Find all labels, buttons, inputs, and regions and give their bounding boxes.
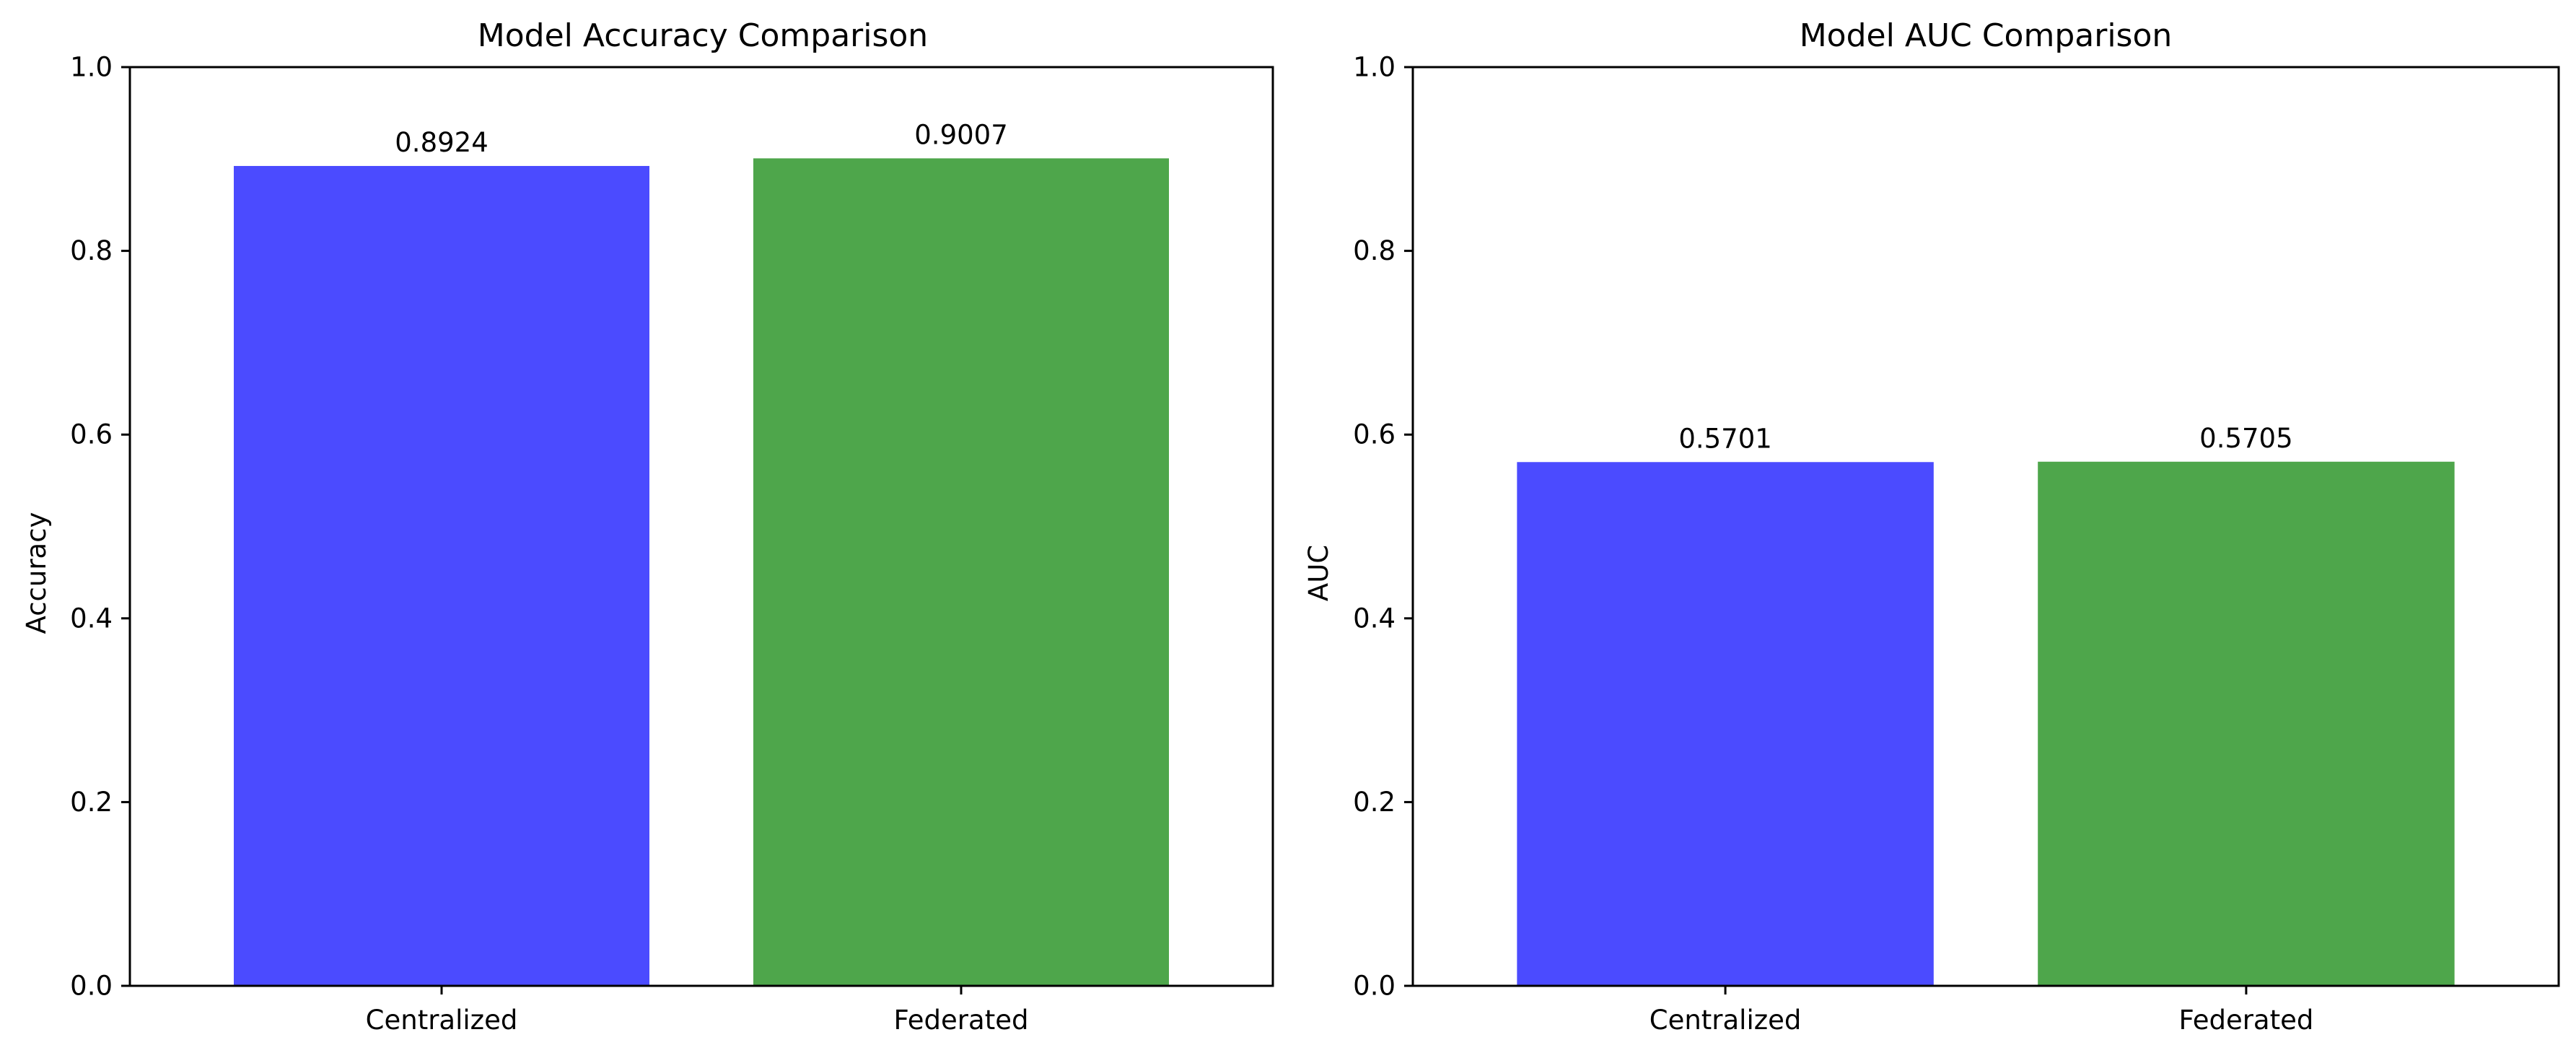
x-axis-ticks: Centralized Federated [1650, 986, 2313, 1036]
x-tick-label: Centralized [366, 1005, 518, 1036]
bar-marks [1517, 461, 2455, 986]
y-tick-label: 1.0 [1353, 52, 1396, 83]
y-axis-label: Accuracy [21, 512, 52, 634]
y-tick-label: 0.6 [1353, 419, 1396, 450]
data-labels: 0.5701 0.5705 [1678, 423, 2292, 455]
x-tick-label: Federated [894, 1005, 1029, 1036]
y-tick-label: 0.2 [70, 787, 113, 818]
bar-centralized [1517, 462, 1934, 986]
y-axis-ticks: 0.0 0.2 0.4 0.6 0.8 1.0 [1353, 52, 1413, 1002]
y-tick-label: 0.0 [1353, 971, 1396, 1002]
y-axis-ticks: 0.0 0.2 0.4 0.6 0.8 1.0 [70, 52, 130, 1002]
chart-title: Model Accuracy Comparison [478, 17, 928, 54]
chart-title: Model AUC Comparison [1800, 17, 2173, 54]
data-label: 0.5705 [2199, 423, 2292, 454]
y-tick-label: 0.8 [1353, 235, 1396, 266]
y-tick-label: 0.2 [1353, 787, 1396, 818]
axes-frame [128, 66, 1274, 987]
y-axis-label: AUC [1303, 545, 1334, 601]
axes-frame [1411, 66, 2560, 987]
bar-marks [234, 158, 1169, 986]
auc-chart: Model AUC Comparison AUC 0.0 0.2 0.4 0.6 0.8… [1303, 17, 2560, 1036]
y-tick-label: 0.6 [70, 419, 113, 450]
y-tick-label: 0.0 [70, 971, 113, 1002]
bar-centralized [234, 165, 649, 986]
bar-federated [753, 158, 1169, 986]
y-tick-label: 0.8 [70, 235, 113, 266]
data-labels: 0.8924 0.9007 [395, 119, 1007, 158]
accuracy-chart: Model Accuracy Comparison Accuracy 0.00.… [21, 17, 1274, 1036]
data-label: 0.5701 [1678, 423, 1771, 454]
data-label: 0.8924 [395, 127, 488, 158]
y-tick-label: 1.0 [70, 52, 113, 83]
data-label: 0.9007 [914, 119, 1007, 150]
x-tick-label: Centralized [1650, 1005, 1802, 1036]
x-tick-label: Federated [2178, 1005, 2313, 1036]
x-axis-ticks: Centralized Federated [366, 986, 1029, 1036]
y-tick-label: 0.4 [70, 603, 113, 634]
bar-federated [2038, 461, 2455, 986]
y-tick-label: 0.4 [1353, 603, 1396, 634]
